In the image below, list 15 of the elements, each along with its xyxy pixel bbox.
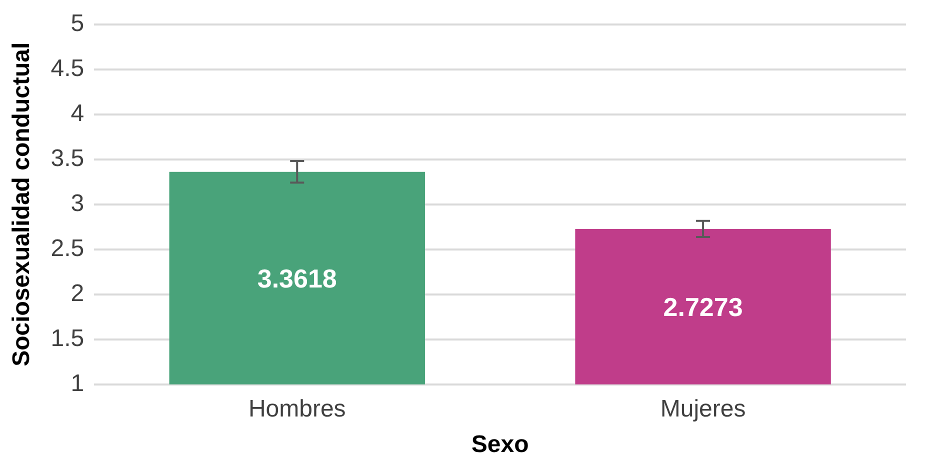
y-tick-label: 3 <box>70 190 84 218</box>
x-tick-label: Hombres <box>248 395 346 422</box>
y-tick-label: 1.5 <box>50 325 84 352</box>
data-label: 3.3618 <box>257 263 337 294</box>
y-tick-label: 4 <box>70 100 84 128</box>
y-tick-label: 3.5 <box>50 145 84 172</box>
y-tick-label: 1 <box>70 370 84 398</box>
x-tick-label: Mujeres <box>660 395 746 422</box>
y-axis-title: Sociosexualidad conductual <box>8 42 36 366</box>
y-tick-label: 5 <box>70 10 84 38</box>
y-tick-label: 4.5 <box>50 55 84 82</box>
x-axis-title: Sexo <box>471 431 529 458</box>
y-tick-label: 2 <box>70 280 84 308</box>
data-label: 2.7273 <box>663 292 743 322</box>
y-tick-label: 2.5 <box>50 235 84 262</box>
